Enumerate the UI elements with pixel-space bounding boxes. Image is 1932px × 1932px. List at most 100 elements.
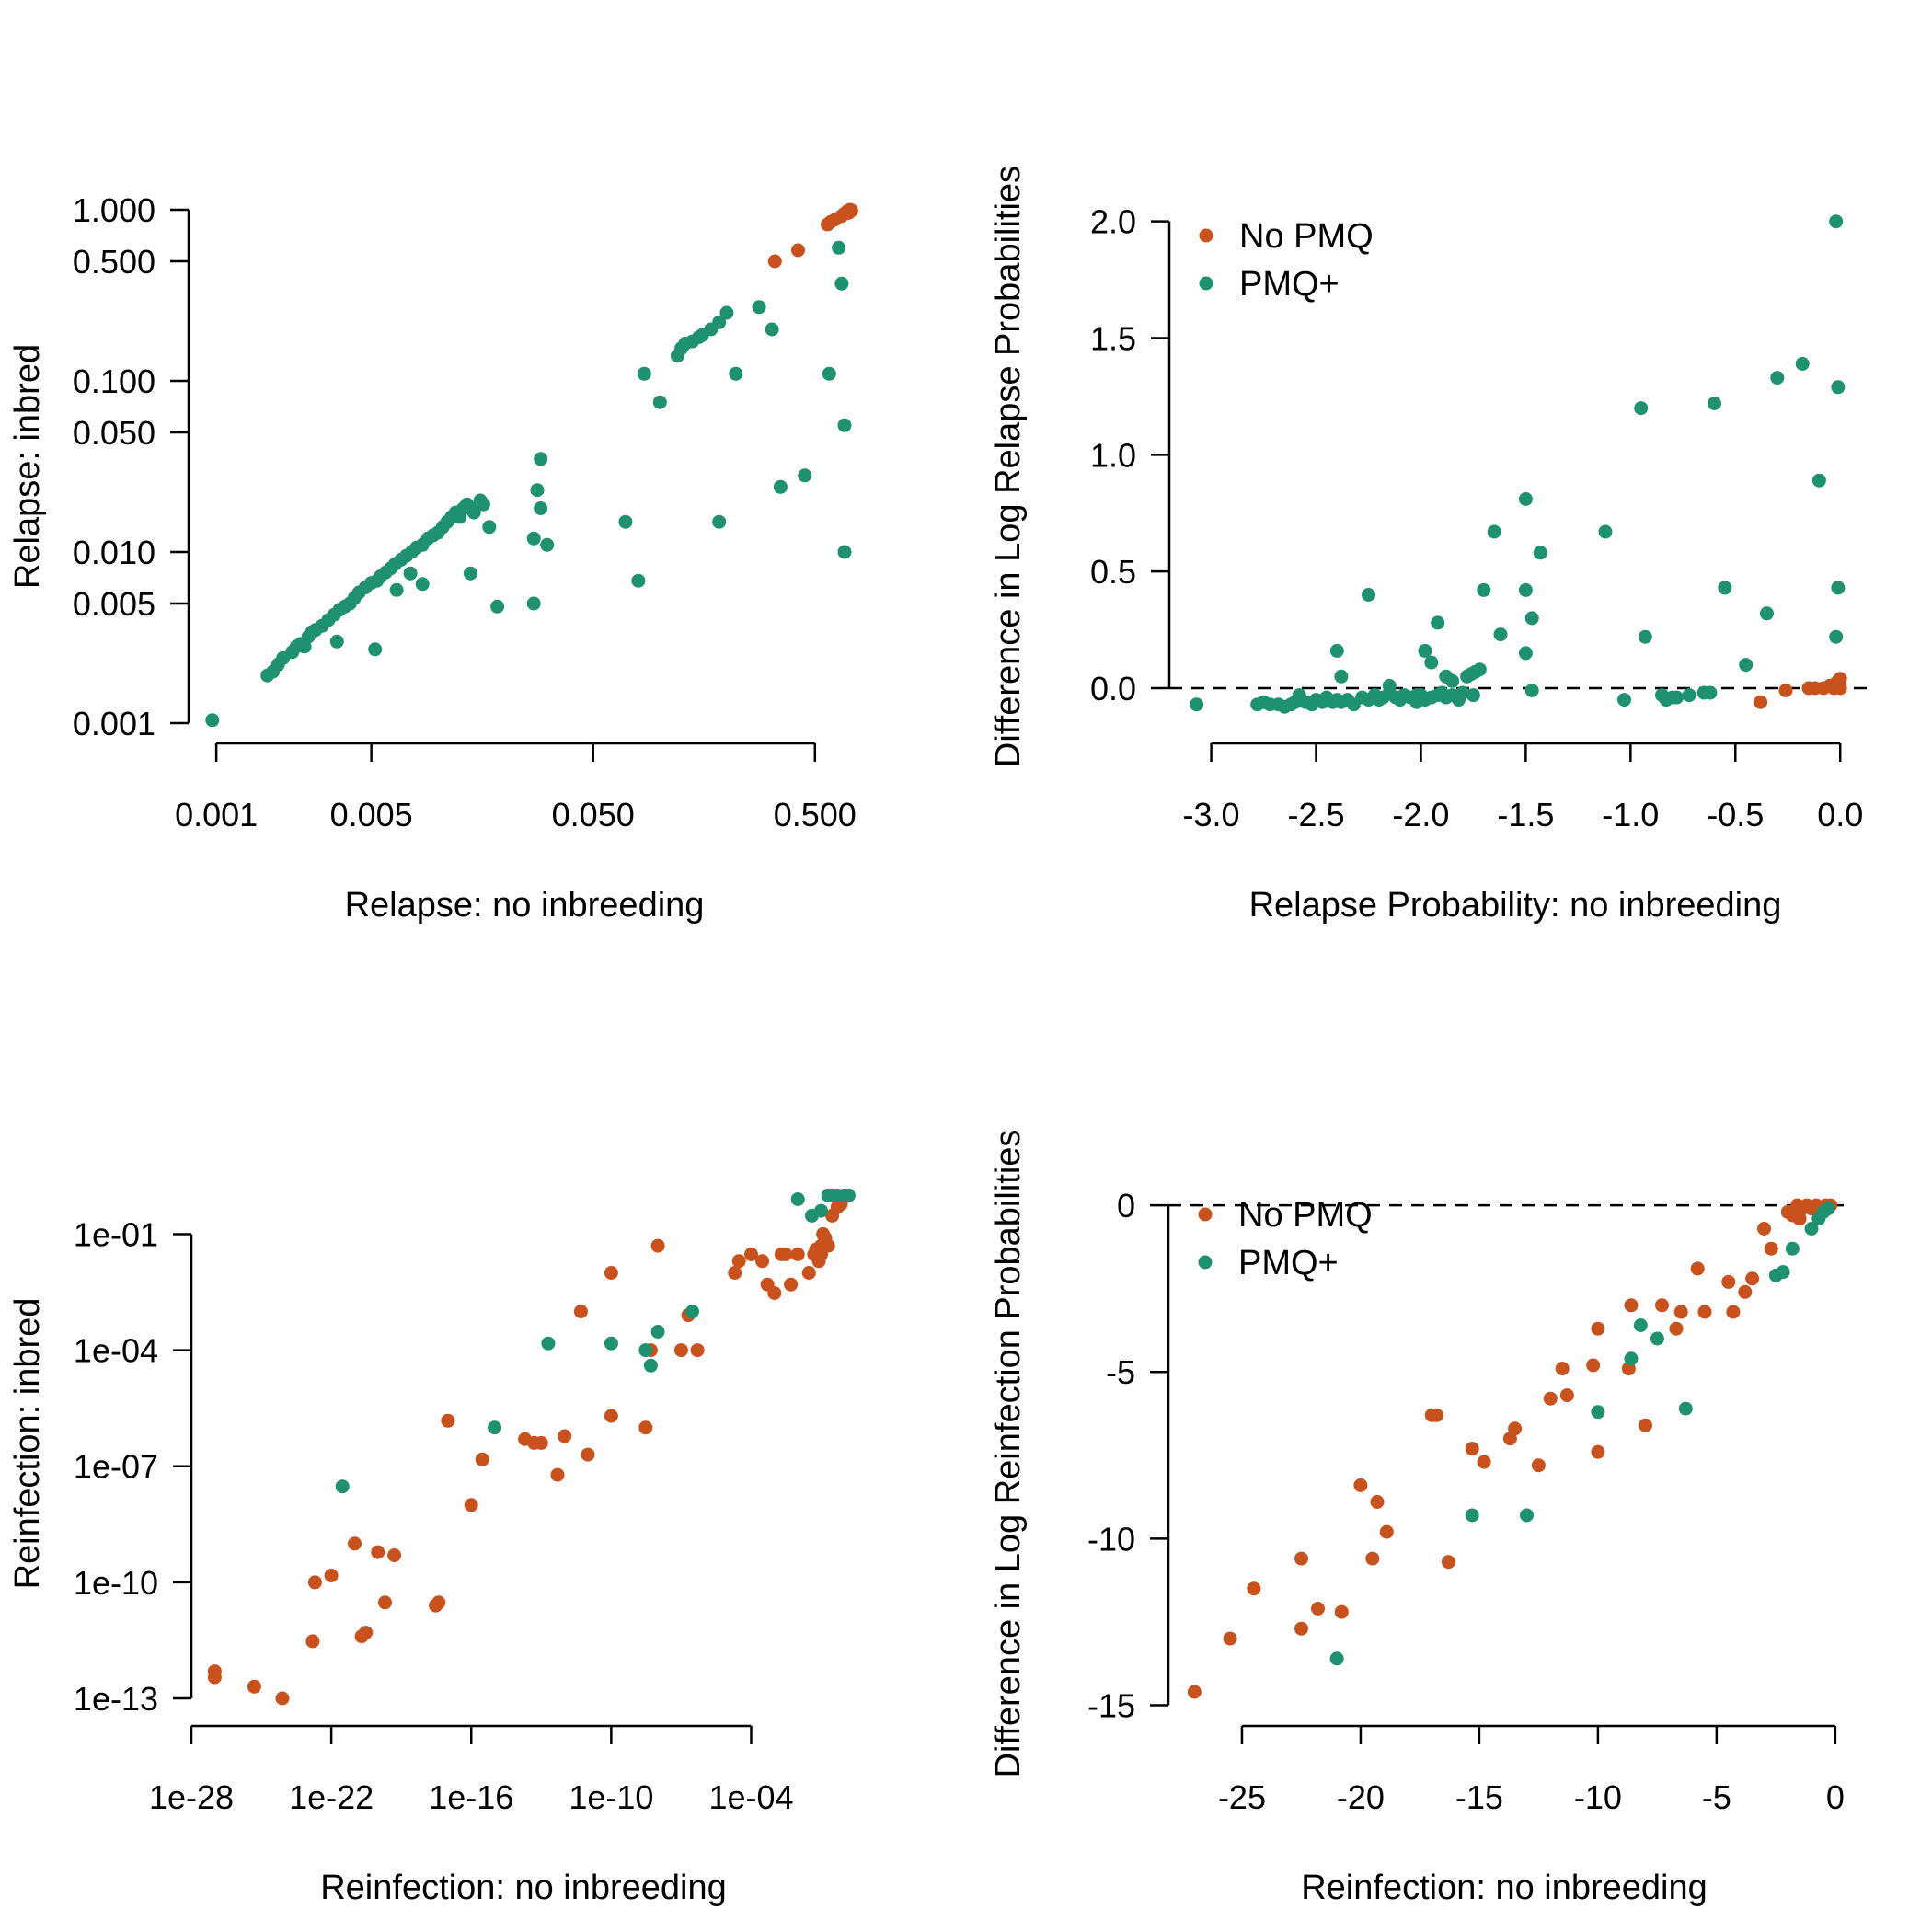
- point-no_pmq: [307, 1575, 322, 1590]
- point-pmq_plus: [1811, 473, 1826, 488]
- point-no_pmq: [1778, 684, 1793, 697]
- point-pmq_plus: [1465, 1508, 1479, 1523]
- point-no_pmq: [604, 1409, 618, 1423]
- point-no_pmq: [1754, 695, 1768, 709]
- point-no_pmq: [1738, 1284, 1753, 1299]
- point-pmq_plus: [773, 479, 788, 494]
- point-pmq_plus: [1431, 615, 1445, 630]
- legend-label-pmq_plus: PMQ+: [1238, 1244, 1339, 1282]
- y-axis-label: Difference in Log Relapse Probabilities: [989, 166, 1028, 767]
- y-axis-label: Relapse: inbred: [8, 344, 47, 589]
- point-no_pmq: [275, 1691, 290, 1706]
- y-tick-label: 1e-07: [74, 1448, 158, 1486]
- point-no_pmq: [247, 1679, 261, 1694]
- point-no_pmq: [1673, 1305, 1688, 1319]
- point-no_pmq: [1555, 1362, 1570, 1376]
- point-no_pmq: [791, 243, 805, 258]
- point-pmq_plus: [752, 300, 766, 315]
- x-tick-label: 0.005: [330, 796, 413, 834]
- point-no_pmq: [767, 1286, 782, 1300]
- point-pmq_plus: [1739, 658, 1754, 673]
- point-pmq_plus: [814, 1203, 828, 1218]
- point-no_pmq: [728, 1266, 742, 1280]
- x-tick-label: 1e-16: [429, 1778, 513, 1816]
- point-pmq_plus: [1445, 673, 1460, 688]
- point-pmq_plus: [1598, 524, 1613, 539]
- point-pmq_plus: [1487, 524, 1501, 539]
- y-tick-label: 1e-13: [74, 1680, 158, 1718]
- point-pmq_plus: [652, 395, 667, 409]
- x-tick-label: 1e-10: [569, 1778, 653, 1816]
- y-tick-label: 0.010: [73, 534, 155, 571]
- point-pmq_plus: [1776, 1265, 1790, 1280]
- x-tick-label: 0.050: [552, 796, 635, 834]
- point-no_pmq: [1543, 1391, 1558, 1406]
- x-tick-label: 1e-28: [149, 1778, 234, 1816]
- y-tick-label: 0.5: [1090, 553, 1136, 591]
- point-no_pmq: [207, 1670, 222, 1685]
- point-pmq_plus: [1760, 606, 1774, 621]
- point-pmq_plus: [798, 468, 812, 483]
- x-tick-label: -1.0: [1602, 796, 1659, 834]
- point-pmq_plus: [1633, 1318, 1648, 1332]
- point-pmq_plus: [1703, 685, 1718, 700]
- point-pmq_plus: [650, 1325, 665, 1339]
- point-pmq_plus: [329, 634, 344, 649]
- y-tick-label: 0: [1117, 1187, 1135, 1225]
- point-pmq_plus: [1518, 582, 1533, 597]
- y-tick-label: 0.100: [73, 362, 155, 400]
- point-no_pmq: [1247, 1581, 1261, 1596]
- point-no_pmq: [1311, 1602, 1325, 1616]
- point-pmq_plus: [368, 642, 383, 657]
- point-no_pmq: [1591, 1321, 1605, 1336]
- y-tick-label: 1.000: [73, 191, 155, 229]
- point-pmq_plus: [530, 483, 545, 498]
- y-tick-label: 0.005: [73, 585, 155, 623]
- point-pmq_plus: [837, 545, 852, 559]
- y-axis-label: Reinfection: inbred: [8, 1298, 47, 1590]
- point-pmq_plus: [832, 240, 846, 255]
- point-no_pmq: [475, 1452, 489, 1466]
- legend-marker-no_pmq: [1199, 228, 1213, 243]
- point-pmq_plus: [205, 713, 220, 728]
- point-no_pmq: [371, 1545, 385, 1559]
- point-pmq_plus: [1520, 1508, 1534, 1523]
- x-axis-label: Relapse: no inbreeding: [345, 886, 705, 925]
- point-pmq_plus: [1418, 643, 1432, 658]
- point-pmq_plus: [534, 501, 548, 515]
- point-pmq_plus: [1455, 685, 1470, 700]
- point-no_pmq: [1655, 1298, 1669, 1313]
- x-axis-label: Relapse Probability: no inbreeding: [1249, 886, 1782, 925]
- point-pmq_plus: [1829, 214, 1844, 229]
- x-tick-label: -3.0: [1183, 796, 1240, 834]
- y-tick-label: 2.0: [1090, 203, 1136, 241]
- point-pmq_plus: [1518, 646, 1533, 661]
- x-tick-label: -2.0: [1392, 796, 1449, 834]
- point-pmq_plus: [403, 566, 418, 581]
- point-pmq_plus: [1524, 684, 1539, 697]
- point-pmq_plus: [638, 1343, 653, 1358]
- point-pmq_plus: [1638, 629, 1652, 644]
- x-tick-label: -20: [1337, 1778, 1385, 1816]
- series-pmq_plus: [205, 240, 852, 728]
- point-no_pmq: [387, 1548, 402, 1562]
- point-pmq_plus: [1409, 688, 1424, 703]
- point-no_pmq: [1586, 1358, 1601, 1373]
- point-pmq_plus: [540, 537, 555, 552]
- point-pmq_plus: [490, 599, 505, 614]
- y-tick-label: 0.001: [73, 705, 155, 742]
- point-pmq_plus: [1624, 1351, 1639, 1366]
- point-no_pmq: [378, 1595, 392, 1610]
- point-pmq_plus: [604, 1336, 618, 1351]
- point-no_pmq: [324, 1569, 339, 1582]
- point-pmq_plus: [1785, 1241, 1800, 1256]
- point-pmq_plus: [1708, 397, 1721, 410]
- series-pmq_plus: [1329, 1202, 1835, 1666]
- legend-marker-no_pmq: [1198, 1207, 1213, 1222]
- x-tick-label: -5: [1702, 1778, 1731, 1816]
- point-pmq_plus: [1591, 1405, 1605, 1420]
- point-no_pmq: [359, 1626, 374, 1640]
- point-no_pmq: [581, 1447, 595, 1462]
- point-no_pmq: [790, 1247, 805, 1261]
- point-no_pmq: [1365, 1551, 1380, 1566]
